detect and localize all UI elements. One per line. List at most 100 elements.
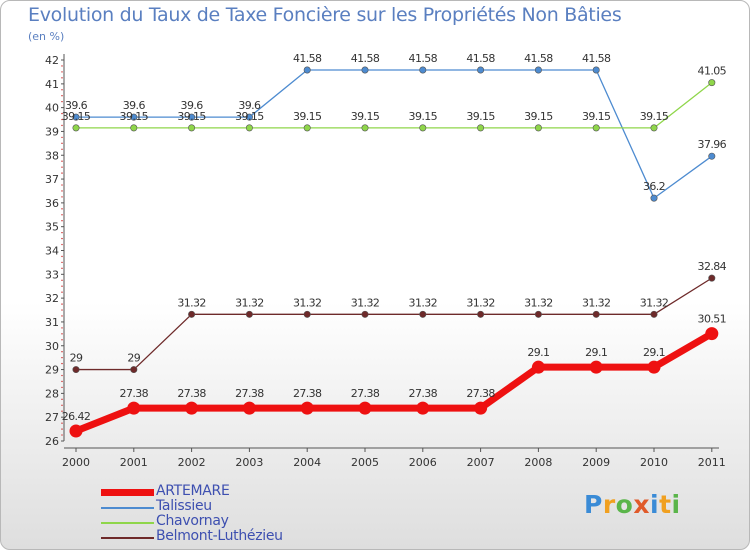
- y-minor-tick: [61, 214, 63, 216]
- logo-letter: P: [584, 490, 603, 519]
- data-label-artemare: 27.38: [120, 387, 149, 400]
- y-minor-tick: [61, 184, 63, 186]
- data-label-belmont-luth-zieu: 31.32: [582, 296, 611, 309]
- y-tick-label: 26: [45, 435, 59, 448]
- data-labels: 39.6 39.6 39.6 39.6 41.58 41.58 41.58 41.58 41.5…: [62, 52, 727, 423]
- y-minor-tick: [61, 142, 63, 145]
- y-minor-tick: [61, 374, 63, 377]
- y-minor-tick: [61, 356, 63, 359]
- data-label-talissieu: 36.2: [643, 180, 665, 193]
- y-minor-tick: [61, 190, 63, 192]
- data-point-artemare: [242, 401, 256, 415]
- data-point-chavornay: [188, 124, 196, 132]
- data-point-belmont-luth-zieu: [188, 310, 196, 318]
- logo-letter: o: [615, 490, 634, 519]
- data-label-talissieu: 39.6: [238, 99, 261, 112]
- data-label-talissieu: 41.58: [293, 52, 322, 65]
- data-label-belmont-luth-zieu: 31.32: [235, 296, 264, 309]
- y-minor-tick: [61, 71, 63, 73]
- data-point-talissieu: [592, 66, 600, 74]
- y-minor-tick: [61, 243, 63, 246]
- data-label-belmont-luth-zieu: 29: [70, 352, 83, 365]
- data-label-chavornay: 39.15: [120, 110, 149, 123]
- x-tick-label: 2003: [235, 456, 263, 469]
- logo-letter: r: [602, 490, 616, 519]
- data-point-talissieu: [534, 66, 542, 74]
- data-point-talissieu: [303, 66, 311, 74]
- y-tick-label: 41: [45, 78, 59, 91]
- proxiti-logo: Proxiti: [584, 490, 681, 519]
- y-minor-tick: [61, 261, 63, 264]
- data-point-belmont-luth-zieu: [245, 310, 253, 318]
- y-minor-tick: [61, 136, 63, 139]
- y-minor-tick: [61, 410, 63, 412]
- data-point-artemare: [69, 424, 83, 438]
- data-point-talissieu: [650, 194, 658, 202]
- data-label-artemare: 26.42: [62, 410, 91, 423]
- data-point-artemare: [531, 360, 545, 374]
- y-minor-tick: [61, 362, 63, 365]
- logo-letter: x: [633, 490, 650, 519]
- y-minor-tick: [61, 339, 63, 341]
- legend-swatch: [101, 522, 154, 524]
- series-line-talissieu: [76, 69, 713, 199]
- data-point-artemare: [127, 401, 141, 415]
- y-minor-tick: [61, 398, 63, 401]
- data-point-artemare: [474, 401, 488, 415]
- data-label-artemare: 27.38: [235, 387, 264, 400]
- data-point-belmont-luth-zieu: [650, 310, 658, 318]
- data-label-talissieu: 41.58: [409, 52, 438, 65]
- data-label-belmont-luth-zieu: 31.32: [640, 296, 669, 309]
- data-point-artemare: [705, 327, 719, 341]
- y-minor-tick: [61, 285, 63, 287]
- data-label-talissieu: 39.6: [65, 99, 88, 112]
- y-minor-tick: [61, 95, 63, 97]
- y-minor-tick: [61, 291, 63, 293]
- y-minor-tick: [61, 172, 63, 174]
- y-minor-tick: [61, 166, 63, 168]
- data-label-belmont-luth-zieu: 31.32: [409, 296, 438, 309]
- y-minor-tick: [61, 422, 63, 424]
- data-point-talissieu: [419, 66, 427, 74]
- y-minor-tick: [61, 333, 63, 335]
- data-point-chavornay: [419, 124, 427, 132]
- y-minor-tick: [61, 112, 63, 115]
- data-point-belmont-luth-zieu: [477, 310, 485, 318]
- y-minor-tick: [61, 267, 63, 270]
- y-minor-tick: [61, 237, 63, 240]
- series-line-artemare: [74, 330, 714, 435]
- data-point-belmont-luth-zieu: [592, 310, 600, 318]
- data-point-belmont-luth-zieu: [708, 274, 716, 282]
- data-point-talissieu: [245, 113, 253, 121]
- series-lines: [69, 66, 719, 438]
- data-point-chavornay: [245, 124, 253, 132]
- y-minor-tick: [61, 434, 63, 436]
- y-minor-tick: [61, 118, 63, 121]
- data-point-belmont-luth-zieu: [419, 310, 427, 318]
- data-label-talissieu: 39.6: [123, 99, 146, 112]
- y-minor-tick: [61, 220, 63, 222]
- data-label-artemare: 30.51: [698, 313, 727, 326]
- data-point-chavornay: [477, 124, 485, 132]
- x-tick-label: 2001: [120, 456, 148, 469]
- y-tick-label: 28: [45, 387, 59, 400]
- y-axis-unit: (en %): [28, 30, 65, 43]
- data-label-chavornay: 39.15: [640, 110, 669, 123]
- data-label-talissieu: 41.58: [582, 52, 611, 65]
- legend-label: ARTEMARE: [156, 483, 230, 499]
- data-label-belmont-luth-zieu: 31.32: [466, 296, 495, 309]
- data-point-talissieu: [130, 113, 138, 121]
- y-tick-label: 32: [45, 292, 59, 305]
- legend-swatch: [101, 537, 154, 539]
- data-label-artemare: 27.38: [293, 387, 322, 400]
- data-label-chavornay: 39.15: [293, 110, 322, 123]
- data-point-talissieu: [477, 66, 485, 74]
- y-tick-label: 38: [45, 149, 59, 162]
- data-label-belmont-luth-zieu: 32.84: [698, 260, 727, 273]
- data-label-talissieu: 39.6: [181, 99, 204, 112]
- x-tick-label: 2002: [178, 456, 206, 469]
- series-line-belmont-luth-zieu: [76, 277, 713, 371]
- data-label-chavornay: 39.15: [62, 110, 91, 123]
- y-minor-tick: [61, 196, 63, 198]
